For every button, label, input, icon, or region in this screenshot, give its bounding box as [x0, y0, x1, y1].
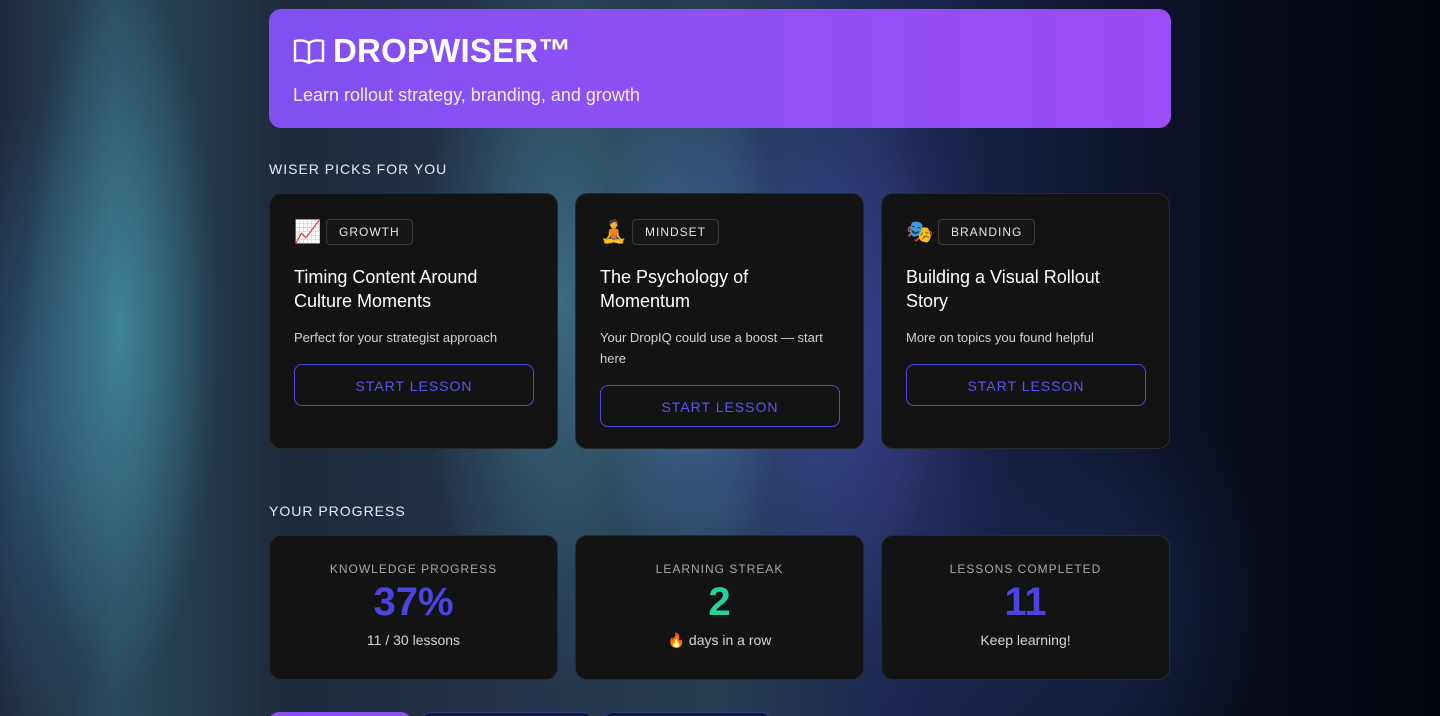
app-title: DROPWISER™	[333, 32, 572, 69]
stat-subtext: Keep learning!	[980, 632, 1071, 648]
stat-card-knowledge-progress: KNOWLEDGE PROGRESS 37% 11 / 30 lessons	[269, 535, 558, 680]
stat-label: LEARNING STREAK	[655, 562, 784, 576]
stat-subtext: 11 / 30 lessons	[366, 632, 461, 648]
lesson-description: Perfect for your strategist approach	[294, 330, 498, 345]
main-content: DROPWISER™ Learn rollout strategy, brand…	[269, 9, 1171, 716]
bottom-tab[interactable]	[603, 712, 771, 716]
start-lesson-button[interactable]: START LESSON	[906, 364, 1146, 406]
app-subtitle: Learn rollout strategy, branding, and gr…	[293, 85, 640, 105]
bottom-tab-active[interactable]	[269, 712, 411, 716]
lesson-description: Your DropIQ could use a boost — start he…	[600, 330, 823, 366]
start-lesson-button[interactable]: START LESSON	[600, 385, 840, 427]
category-tag: GROWTH	[326, 219, 413, 245]
lesson-card-growth: 📈 GROWTH Timing Content Around Culture M…	[269, 193, 558, 449]
meditation-icon: 🧘	[600, 219, 628, 244]
stat-value: 11	[1004, 580, 1047, 624]
card-tag-row: 🧘 MINDSET	[600, 219, 839, 245]
card-tag-row: 🎭 BRANDING	[906, 219, 1145, 245]
picks-section-label: WISER PICKS FOR YOU	[269, 161, 448, 177]
chart-increasing-icon: 📈	[294, 219, 322, 244]
lesson-title: Building a Visual Rollout Story	[906, 267, 1100, 311]
lesson-card-mindset: 🧘 MINDSET The Psychology of Momentum You…	[575, 193, 864, 449]
stat-subtext: 🔥 days in a row	[667, 632, 772, 648]
start-lesson-button[interactable]: START LESSON	[294, 364, 534, 406]
stat-card-learning-streak: LEARNING STREAK 2 🔥 days in a row	[575, 535, 864, 680]
bottom-tab[interactable]	[421, 712, 593, 716]
card-tag-row: 📈 GROWTH	[294, 219, 533, 245]
progress-section-label: YOUR PROGRESS	[269, 503, 406, 519]
lesson-card-branding: 🎭 BRANDING Building a Visual Rollout Sto…	[881, 193, 1170, 449]
stat-card-lessons-completed: LESSONS COMPLETED 11 Keep learning!	[881, 535, 1170, 680]
lesson-title: Timing Content Around Culture Moments	[294, 267, 478, 311]
lesson-title: The Psychology of Momentum	[600, 267, 749, 311]
stat-value: 37%	[373, 580, 454, 624]
header-banner: DROPWISER™ Learn rollout strategy, brand…	[269, 9, 1171, 128]
progress-row: KNOWLEDGE PROGRESS 37% 11 / 30 lessons L…	[269, 535, 1171, 680]
theater-masks-icon: 🎭	[906, 219, 934, 244]
category-tag: MINDSET	[632, 219, 719, 245]
lesson-description: More on topics you found helpful	[906, 330, 1094, 345]
category-tag: BRANDING	[938, 219, 1036, 245]
stat-label: LESSONS COMPLETED	[949, 562, 1102, 576]
open-book-icon	[293, 39, 325, 65]
picks-row: 📈 GROWTH Timing Content Around Culture M…	[269, 193, 1171, 449]
stat-label: KNOWLEDGE PROGRESS	[329, 562, 498, 576]
app-title-row: DROPWISER™	[293, 31, 1147, 71]
stat-value: 2	[708, 580, 731, 624]
bottom-tab-bar	[269, 712, 771, 716]
